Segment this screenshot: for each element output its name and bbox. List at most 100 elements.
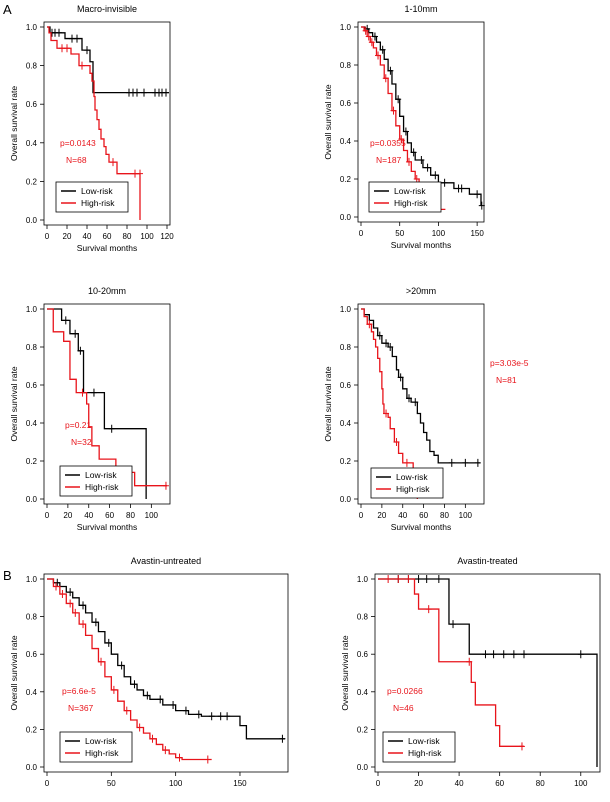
x-tick-label: 80 [123, 232, 132, 241]
censor-mark-high-risk [176, 753, 183, 762]
section-label-a: A [3, 2, 12, 17]
legend-box [368, 181, 442, 213]
x-tick-label: 20 [414, 779, 423, 788]
legend-label: High-risk [81, 198, 115, 208]
censor-mark-high-risk [64, 44, 70, 53]
y-axis-label: Overall survival rate [340, 635, 350, 710]
x-tick-label: 20 [377, 511, 386, 520]
censor-mark-high-risk [398, 135, 405, 144]
censor-mark-high-risk [162, 481, 169, 490]
plot-frame [357, 303, 485, 505]
y-axis-label: Overall survival rate [9, 366, 19, 441]
censor-mark-low-risk [418, 156, 425, 164]
x-tick-label: 100 [432, 229, 446, 238]
censor-mark-low-risk [500, 650, 507, 659]
x-tick-label: 0 [359, 511, 364, 520]
censor-mark-high-risk [123, 706, 130, 715]
y-tick-label: 0.0 [26, 495, 38, 504]
x-tick-label: 100 [169, 779, 183, 788]
censor-mark-low-risk [72, 329, 79, 338]
censor-mark-high-risk [425, 605, 432, 614]
censor-mark-low-risk [415, 575, 422, 583]
censor-mark-low-risk [170, 700, 177, 709]
x-tick-label: 150 [233, 779, 247, 788]
censor-mark-low-risk [474, 458, 481, 467]
y-tick-label: 0.2 [26, 725, 38, 734]
y-tick-label: 0.2 [26, 457, 38, 466]
x-axis-label: Survival months [77, 522, 137, 532]
series-line-low-risk [361, 308, 480, 464]
censor-mark-low-risk [54, 578, 61, 587]
y-tick-label: 0.6 [340, 381, 352, 390]
censor-mark-low-risk [435, 575, 442, 583]
censor-mark-high-risk [365, 32, 372, 41]
censor-mark-high-risk [390, 106, 397, 115]
censor-mark-high-risk [53, 582, 60, 591]
censor-mark-low-risk [387, 343, 394, 351]
censor-mark-low-risk [521, 650, 527, 659]
x-tick-label: 100 [140, 232, 154, 241]
y-tick-label: 0.0 [26, 763, 38, 772]
x-tick-label: 60 [419, 511, 428, 520]
censor-mark-high-risk [204, 755, 211, 764]
censor-mark-low-risk [90, 388, 97, 397]
legend-label: Low-risk [396, 472, 428, 482]
y-axis-label: Overall survival rate [9, 635, 19, 710]
legend-label: High-risk [408, 748, 442, 758]
x-tick-label: 0 [359, 229, 364, 238]
censor-mark-low-risk [458, 184, 465, 193]
censor-mark-low-risk [387, 66, 394, 75]
km-panel-6: Avastin-treated 0 20 40 60 80 100 0.0 0.2 0.4 0.6 0… [340, 556, 601, 788]
censor-mark-low-risk [224, 712, 231, 721]
legend-label: High-risk [396, 484, 430, 494]
legend-box [382, 731, 456, 763]
series-line-high-risk [47, 308, 167, 487]
censor-mark-low-risk [482, 650, 489, 659]
y-tick-label: 0.6 [26, 381, 38, 390]
censor-mark-high-risk [375, 51, 382, 60]
legend-label: Low-risk [85, 736, 117, 746]
legend-label: Low-risk [408, 736, 440, 746]
censor-mark-high-risk [366, 320, 373, 329]
km-panel-5: Avastin-untreated 0 50 100 150 0.0 0.2 0.4 0.6 0.… [9, 556, 289, 788]
legend-label: High-risk [85, 482, 119, 492]
chart-title: >20mm [406, 286, 436, 296]
y-tick-label: 1.0 [26, 305, 38, 314]
censor-mark-low-risk [74, 34, 80, 43]
x-tick-label: 150 [470, 229, 484, 238]
censor-mark-low-risk [371, 32, 378, 41]
x-tick-label: 20 [63, 511, 72, 520]
censor-mark-high-risk [137, 169, 143, 178]
chart-title: Macro-invisible [77, 4, 137, 14]
legend: Low-risk High-risk [59, 465, 133, 497]
km-panel-4: >20mm 0 20 40 60 80 100 0.0 0.2 0.4 0.6 0.8 1.0 Survi… [323, 286, 529, 532]
y-tick-label: 0.6 [340, 99, 352, 108]
sample-size-label: N=81 [496, 375, 517, 385]
censor-mark-high-risk [79, 61, 85, 70]
chart-title: Avastin-treated [457, 556, 517, 566]
x-axis-label: Survival months [391, 240, 451, 250]
censor-mark-low-risk [450, 620, 457, 629]
x-tick-label: 40 [84, 511, 93, 520]
legend-label: Low-risk [85, 470, 117, 480]
censor-mark-high-risk [383, 409, 390, 418]
y-tick-label: 0.8 [26, 613, 38, 622]
x-tick-label: 40 [455, 779, 464, 788]
y-tick-label: 1.0 [357, 575, 369, 584]
y-tick-label: 0.4 [26, 419, 38, 428]
censor-mark-high-risk [110, 158, 116, 167]
y-tick-label: 0.4 [340, 137, 352, 146]
censor-mark-low-risk [577, 650, 584, 659]
chart-title: 1-10mm [404, 4, 437, 14]
censor-mark-high-risk [385, 575, 392, 583]
censor-mark-low-risk [432, 171, 439, 180]
legend-label: High-risk [85, 748, 119, 758]
y-tick-label: 1.0 [340, 23, 352, 32]
y-tick-label: 0.2 [340, 457, 352, 466]
legend-box [59, 465, 133, 497]
sample-size-label: N=187 [376, 155, 402, 165]
x-tick-label: 0 [45, 511, 50, 520]
x-tick-label: 100 [145, 511, 159, 520]
censor-mark-low-risk [182, 706, 189, 715]
plot-frame [43, 573, 289, 773]
